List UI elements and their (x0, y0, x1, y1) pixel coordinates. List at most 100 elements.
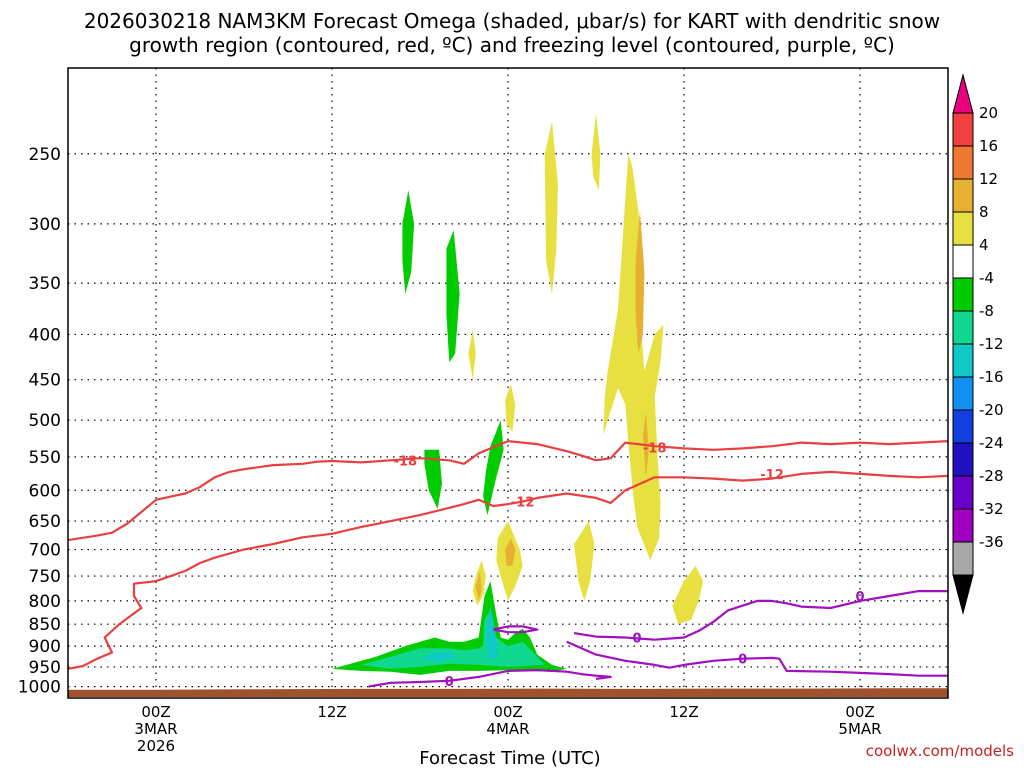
colorbar-tick-label: -32 (979, 500, 1004, 518)
contour-label: 0 (633, 632, 642, 647)
colorbar-tick-label: -36 (979, 533, 1004, 551)
omega-region (505, 384, 516, 432)
colorbar-tick-label: 20 (979, 104, 998, 122)
colorbar-tick-label: 12 (979, 170, 998, 188)
omega-shaded-regions (332, 113, 704, 675)
omega-region (505, 538, 516, 566)
colorbar-bottom-triangle (952, 574, 974, 615)
y-tick-label: 400 (29, 325, 61, 345)
colorbar-top-triangle (952, 73, 974, 114)
y-tick-label: 300 (29, 215, 61, 235)
omega-region (635, 210, 645, 354)
y-tick-label: 950 (29, 658, 61, 678)
chart-title-line1: 2026030218 NAM3KM Forecast Omega (shaded… (84, 9, 940, 33)
colorbar-tick-label: -12 (979, 335, 1004, 353)
omega-region (603, 153, 664, 561)
colorbar-swatch (952, 409, 974, 444)
y-tick-label: 350 (29, 274, 61, 294)
isotherm-line (573, 590, 948, 641)
y-axis-ticks: 2503003504004505005506006507007508008509… (18, 145, 61, 698)
y-tick-label: 600 (29, 481, 61, 501)
ground-fill (68, 688, 948, 697)
isotherm-line (68, 470, 948, 670)
omega-region (402, 190, 415, 294)
y-tick-label: 650 (29, 512, 61, 532)
omega-region (361, 610, 545, 669)
x-tick-label: 4MAR (486, 720, 529, 738)
x-axis-label: Forecast Time (UTC) (419, 748, 600, 768)
colorbar-tick-label: 4 (979, 236, 989, 254)
omega-region (475, 570, 482, 601)
isotherm-line (368, 669, 612, 688)
x-tick-label: 12Z (669, 703, 698, 721)
colorbar: 20 16 12 8 4 -4 -8 -12 -16 -20 -24 -28 -32 -36 (952, 73, 1004, 615)
colorbar-tick-label: -20 (979, 401, 1004, 419)
colorbar-swatch (952, 211, 974, 246)
omega-region (574, 521, 595, 601)
y-tick-label: 800 (29, 592, 61, 612)
omega-region (468, 329, 476, 380)
colorbar-swatch (952, 541, 974, 576)
isotherm-line (493, 625, 539, 634)
colorbar-swatch (952, 145, 974, 180)
isotherm-line (68, 440, 948, 542)
y-tick-label: 850 (29, 615, 61, 635)
colorbar-swatch (952, 112, 974, 147)
y-tick-label: 900 (29, 637, 61, 657)
colorbar-tick-label: -28 (979, 467, 1004, 485)
x-tick-label: 2026 (137, 737, 175, 755)
y-tick-label: 450 (29, 371, 61, 391)
contour-label: 0 (855, 590, 864, 605)
contour-label: 0 (738, 653, 747, 668)
colorbar-tick-label: -8 (979, 302, 994, 320)
isotherm-contours: -18 -18 -12 -12 0 0 0 0 (68, 440, 948, 690)
x-tick-label: 5MAR (838, 720, 881, 738)
colorbar-tick-label: -24 (979, 434, 1004, 452)
y-tick-label: 550 (29, 448, 61, 468)
colorbar-tick-label: 16 (979, 137, 998, 155)
plot-frame (67, 67, 949, 699)
colorbar-swatch (952, 277, 974, 312)
omega-region (483, 420, 504, 516)
contour-label: -12 (511, 496, 535, 511)
y-tick-label: 700 (29, 541, 61, 561)
chart-title-line2: growth region (contoured, red, ºC) and f… (129, 33, 895, 57)
omega-region (446, 230, 460, 363)
x-tick-label: 12Z (317, 703, 346, 721)
colorbar-swatch (952, 508, 974, 543)
x-tick-label: 00Z (493, 703, 522, 721)
colorbar-swatch (952, 442, 974, 477)
colorbar-tick-label: -4 (979, 269, 994, 287)
x-tick-label: 00Z (141, 703, 170, 721)
colorbar-swatch (952, 310, 974, 345)
contour-label: 0 (445, 675, 454, 690)
isotherm-line (566, 640, 948, 677)
x-tick-label: 00Z (845, 703, 874, 721)
y-tick-label: 1000 (18, 678, 61, 698)
contour-label: -12 (760, 468, 784, 483)
colorbar-swatch (952, 244, 974, 279)
colorbar-tick-label: 8 (979, 203, 989, 221)
contour-label: -18 (394, 454, 418, 469)
omega-region (672, 565, 704, 625)
colorbar-tick-label: -16 (979, 368, 1004, 386)
omega-region (544, 121, 558, 294)
omega-region (486, 605, 498, 661)
contour-label: -18 (643, 442, 667, 457)
y-tick-label: 750 (29, 567, 61, 587)
y-tick-label: 500 (29, 411, 61, 431)
credit-text: coolwx.com/models (866, 742, 1014, 760)
omega-region (420, 652, 457, 661)
colorbar-swatch (952, 343, 974, 378)
y-tick-label: 250 (29, 145, 61, 165)
x-tick-label: 3MAR (134, 720, 177, 738)
plot-grid (68, 68, 948, 698)
colorbar-swatch (952, 178, 974, 213)
colorbar-swatch (952, 376, 974, 411)
ground-surface (68, 688, 948, 697)
omega-region (591, 113, 601, 191)
omega-region (424, 449, 442, 509)
colorbar-swatch (952, 475, 974, 510)
